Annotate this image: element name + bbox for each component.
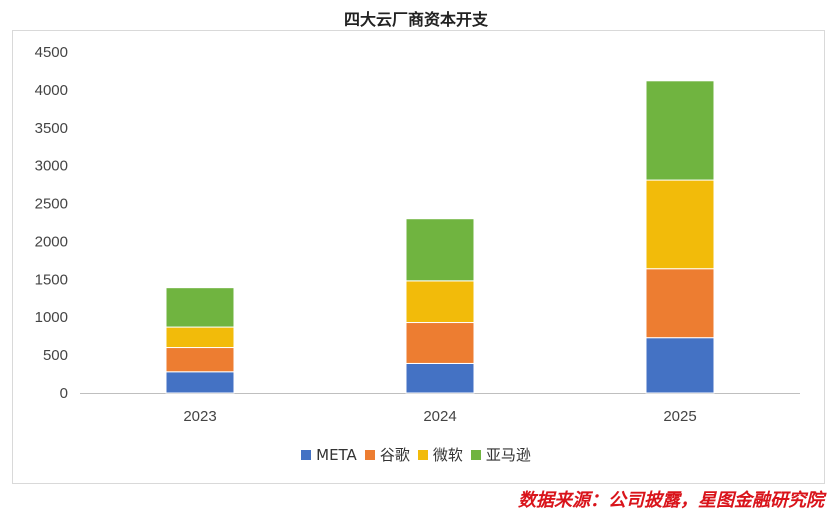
- y-tick-label: 4000: [35, 82, 68, 99]
- x-tick-label: 2024: [423, 408, 456, 425]
- bar-segment-1-3: [405, 218, 475, 282]
- legend-item: 亚马逊: [470, 444, 531, 465]
- y-tick-label: 3000: [35, 158, 68, 175]
- source-note: 数据来源：公司披露，星图金融研究院: [518, 490, 824, 511]
- legend-item: 微软: [417, 444, 463, 465]
- bar-segment-1-0: [405, 362, 475, 394]
- legend-label: 谷歌: [379, 446, 410, 464]
- legend-item: META: [301, 446, 357, 464]
- legend-swatch: [301, 449, 312, 460]
- y-tick-label: 4500: [35, 44, 68, 61]
- y-tick-label: 500: [43, 347, 68, 364]
- chart-legend: META 谷歌 微软 亚马逊: [0, 444, 832, 465]
- bar-segment-0-3: [165, 287, 235, 328]
- legend-item: 谷歌: [364, 444, 410, 465]
- legend-label: 微软: [432, 446, 463, 464]
- y-tick-label: 3500: [35, 120, 68, 137]
- chart-title: 四大云厂商资本开支: [343, 10, 488, 29]
- bar-segment-1-1: [405, 322, 475, 364]
- y-tick-label: 1000: [35, 309, 68, 326]
- legend-swatch: [470, 449, 481, 460]
- legend-label: META: [316, 445, 357, 464]
- y-tick-label: 0: [60, 385, 68, 402]
- legend-label: 亚马逊: [485, 446, 531, 464]
- bar-segment-2-2: [645, 179, 715, 270]
- legend-swatch: [417, 449, 428, 460]
- bar-segment-0-0: [165, 371, 235, 394]
- y-tick-label: 1500: [35, 271, 68, 288]
- legend-swatch: [364, 449, 375, 460]
- x-tick-label: 2025: [663, 408, 696, 425]
- bar-segment-0-2: [165, 326, 235, 349]
- bar-segment-2-3: [645, 80, 715, 181]
- y-tick-label: 2000: [35, 233, 68, 250]
- bar-segment-1-2: [405, 280, 475, 324]
- y-tick-label: 2500: [35, 196, 68, 213]
- bar-segment-2-0: [645, 337, 715, 394]
- bar-segment-2-1: [645, 268, 715, 339]
- bar-segment-0-1: [165, 347, 235, 373]
- x-tick-label: 2023: [183, 408, 216, 425]
